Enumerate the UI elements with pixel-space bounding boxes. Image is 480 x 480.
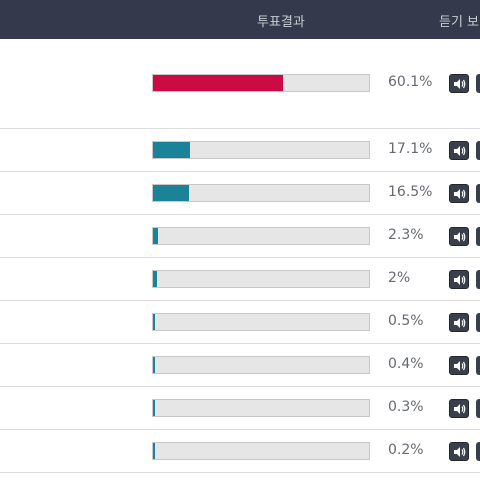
view-button[interactable] <box>476 141 480 160</box>
result-row: 2.3% <box>0 215 480 258</box>
result-bar-track <box>152 399 370 417</box>
result-bar-fill <box>153 443 155 459</box>
result-bar-fill <box>153 185 189 201</box>
result-row: 0.3% <box>0 387 480 430</box>
listen-button[interactable] <box>449 74 469 93</box>
result-percent: 0.5% <box>388 313 424 329</box>
speaker-icon <box>454 275 466 285</box>
listen-button[interactable] <box>449 313 469 332</box>
view-button[interactable] <box>476 399 480 418</box>
listen-button[interactable] <box>449 399 469 418</box>
result-row: 16.5% <box>0 172 480 215</box>
results-list: 60.1% 17.1% 16.5% 2.3% 2% 0.5% 0.4% 0.3% 0.2% <box>0 39 480 473</box>
result-bar-track <box>152 313 370 331</box>
result-row: 17.1% <box>0 129 480 172</box>
listen-button[interactable] <box>449 227 469 246</box>
view-button[interactable] <box>476 74 480 93</box>
result-percent: 60.1% <box>388 74 433 90</box>
result-bar-fill <box>153 271 157 287</box>
result-row: 2% <box>0 258 480 301</box>
result-row: 0.4% <box>0 344 480 387</box>
view-button[interactable] <box>476 270 480 289</box>
result-bar-fill <box>153 357 155 373</box>
speaker-icon <box>454 232 466 242</box>
speaker-icon <box>454 79 466 89</box>
result-bar-fill <box>153 314 155 330</box>
result-bar-fill <box>153 400 155 416</box>
speaker-icon <box>454 189 466 199</box>
speaker-icon <box>454 361 466 371</box>
listen-button[interactable] <box>449 442 469 461</box>
listen-button[interactable] <box>449 184 469 203</box>
result-row: 0.2% <box>0 430 480 473</box>
result-percent: 0.2% <box>388 442 424 458</box>
result-bar-track <box>152 74 370 92</box>
listen-button[interactable] <box>449 141 469 160</box>
speaker-icon <box>454 318 466 328</box>
view-button[interactable] <box>476 313 480 332</box>
result-bar-track <box>152 141 370 159</box>
result-bar-track <box>152 184 370 202</box>
speaker-icon <box>454 146 466 156</box>
result-percent: 0.3% <box>388 399 424 415</box>
listen-heading: 듣기 보 <box>439 15 480 30</box>
result-bar-fill <box>153 75 283 91</box>
result-percent: 16.5% <box>388 184 433 200</box>
speaker-icon <box>454 404 466 414</box>
results-header: 투표결과 듣기 보 <box>0 0 480 39</box>
listen-button[interactable] <box>449 356 469 375</box>
result-bar-track <box>152 356 370 374</box>
view-button[interactable] <box>476 442 480 461</box>
result-bar-track <box>152 442 370 460</box>
view-button[interactable] <box>476 227 480 246</box>
result-percent: 0.4% <box>388 356 424 372</box>
result-bar-fill <box>153 228 158 244</box>
view-button[interactable] <box>476 356 480 375</box>
listen-button[interactable] <box>449 270 469 289</box>
speaker-icon <box>454 447 466 457</box>
view-button[interactable] <box>476 184 480 203</box>
result-percent: 17.1% <box>388 141 433 157</box>
result-bar-track <box>152 227 370 245</box>
result-bar-track <box>152 270 370 288</box>
result-percent: 2.3% <box>388 227 424 243</box>
result-bar-fill <box>153 142 190 158</box>
vote-result-heading: 투표결과 <box>257 15 305 30</box>
result-row: 0.5% <box>0 301 480 344</box>
result-row: 60.1% <box>0 39 480 129</box>
result-percent: 2% <box>388 270 411 286</box>
